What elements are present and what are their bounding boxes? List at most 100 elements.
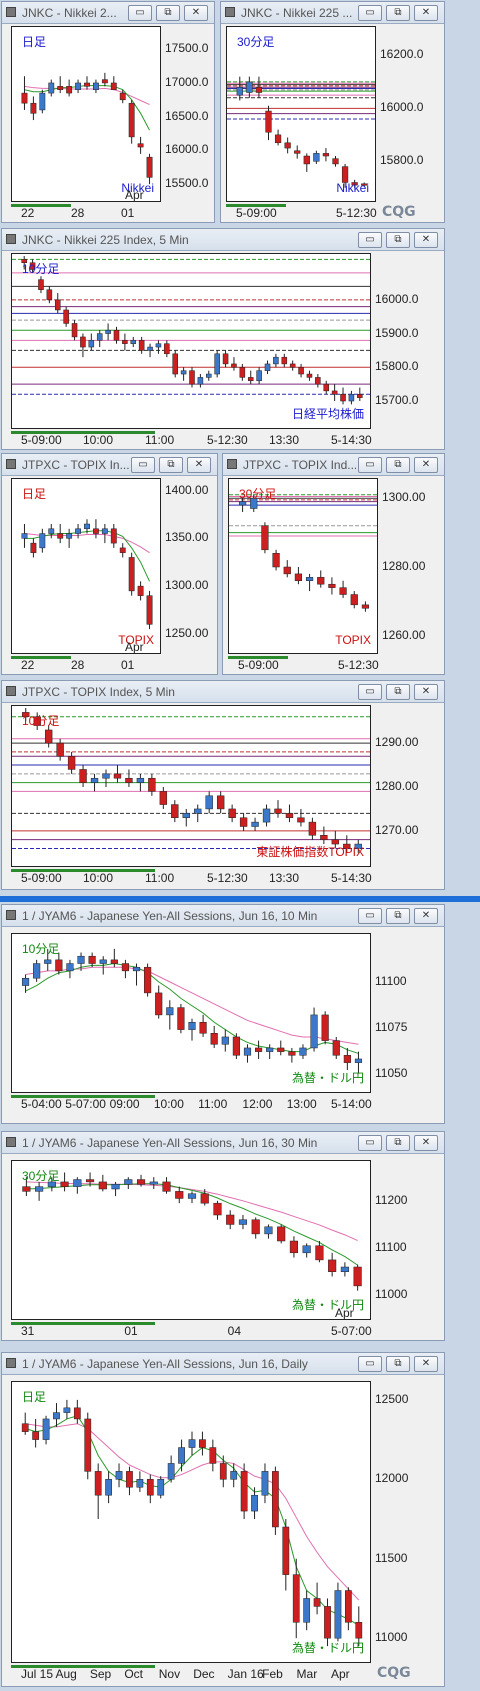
candle-body bbox=[144, 966, 152, 994]
chart-plot-area[interactable]: 10分足 日経平均株価 bbox=[11, 253, 371, 429]
window-title: JNKC - Nikkei 225 Index, 5 Min bbox=[22, 233, 189, 247]
x-axis: 31 01 04 5-07:00 bbox=[11, 1320, 372, 1338]
restore-button[interactable]: ⧉ bbox=[386, 232, 410, 248]
chart-plot-area[interactable]: 日足 Nikkei bbox=[11, 26, 161, 202]
x-tick-label: 5-09:00 bbox=[236, 206, 277, 220]
instrument-label: 日経平均株価 bbox=[291, 407, 364, 421]
chart-plot-area[interactable]: 30分足 Nikkei bbox=[226, 26, 376, 202]
restore-button[interactable]: ⧉ bbox=[159, 457, 183, 473]
chart-window[interactable]: JNKC - Nikkei 2... ▭ ⧉ ✕ 日足 Nikkei 17500.0 1700… bbox=[1, 1, 215, 223]
chart-window[interactable]: JNKC - Nikkei 225 Index, 5 Min ▭ ⧉ ✕ 10分足 日経平… bbox=[1, 228, 445, 450]
window-title: JNKC - Nikkei 225 ... bbox=[241, 6, 353, 20]
candle-body bbox=[101, 528, 108, 534]
restore-button[interactable]: ⧉ bbox=[386, 5, 410, 21]
x-tick-label: 10:00 bbox=[153, 1097, 184, 1111]
chart-window[interactable]: 1 / JYAM6 - Japanese Yen-All Sessions, J… bbox=[1, 1352, 445, 1687]
minimize-button[interactable]: ▭ bbox=[358, 1135, 382, 1151]
close-button[interactable]: ✕ bbox=[184, 5, 208, 21]
minimize-button[interactable]: ▭ bbox=[358, 908, 382, 924]
chart-window[interactable]: 1 / JYAM6 - Japanese Yen-All Sessions, J… bbox=[1, 904, 445, 1124]
chart-window[interactable]: JNKC - Nikkei 225 ... ▭ ⧉ ✕ 30分足 Nikkei 16200.… bbox=[220, 1, 445, 223]
restore-button[interactable]: ⧉ bbox=[156, 5, 180, 21]
y-tick-label: 11500 bbox=[375, 1550, 408, 1565]
restore-button[interactable]: ⧉ bbox=[386, 457, 410, 473]
close-button[interactable]: ✕ bbox=[414, 684, 438, 700]
minimize-button[interactable]: ▭ bbox=[358, 1356, 382, 1372]
x-tick-label: 5-14:30 bbox=[331, 871, 372, 885]
axis-note-label: Apr bbox=[125, 188, 144, 202]
y-tick-label: 11100 bbox=[375, 1240, 407, 1255]
candle-body bbox=[75, 528, 81, 534]
candle-body bbox=[236, 86, 243, 96]
x-tick-label: 5-12:30 bbox=[207, 433, 248, 447]
y-tick-label: 12500 bbox=[375, 1391, 409, 1406]
chart-plot-area[interactable]: 10分足 為替・ドル円 bbox=[11, 933, 371, 1093]
candle-body bbox=[284, 142, 291, 149]
restore-button[interactable]: ⧉ bbox=[386, 908, 410, 924]
candle-body bbox=[328, 583, 336, 588]
instrument-label: 東証株価指数TOPIX bbox=[256, 845, 364, 859]
restore-icon: ⧉ bbox=[394, 1358, 402, 1369]
candle-body bbox=[350, 594, 358, 606]
restore-button[interactable]: ⧉ bbox=[386, 1135, 410, 1151]
minimize-button[interactable]: ▭ bbox=[128, 5, 152, 21]
minimize-button[interactable]: ▭ bbox=[358, 684, 382, 700]
candle-body bbox=[113, 773, 122, 779]
chart-plot-area[interactable]: 日足 為替・ドル円 bbox=[11, 1381, 371, 1663]
candle-body bbox=[340, 1266, 349, 1272]
chart-window[interactable]: JTPXC - TOPIX Ind... ▭ ⧉ ✕ 30分足 TOPIX 1300.00 1… bbox=[222, 453, 445, 675]
close-icon: ✕ bbox=[191, 7, 201, 18]
minimize-button[interactable]: ▭ bbox=[358, 457, 382, 473]
window-titlebar[interactable]: 1 / JYAM6 - Japanese Yen-All Sessions, J… bbox=[2, 1353, 444, 1375]
close-button[interactable]: ✕ bbox=[414, 1135, 438, 1151]
window-titlebar[interactable]: JTPXC - TOPIX In... ▭ ⧉ ✕ bbox=[2, 454, 217, 476]
minimize-button[interactable]: ▭ bbox=[358, 5, 382, 21]
candle-body bbox=[175, 1191, 184, 1199]
window-titlebar[interactable]: 1 / JYAM6 - Japanese Yen-All Sessions, J… bbox=[2, 1132, 444, 1154]
window-titlebar[interactable]: JTPXC - TOPIX Ind... ▭ ⧉ ✕ bbox=[223, 454, 444, 476]
window-titlebar[interactable]: JNKC - Nikkei 225 ... ▭ ⧉ ✕ bbox=[221, 2, 444, 24]
candle-body bbox=[238, 1219, 248, 1225]
x-tick-label: Jan 16 bbox=[227, 1667, 264, 1681]
chart-svg bbox=[227, 76, 375, 188]
window-titlebar[interactable]: JNKC - Nikkei 2... ▭ ⧉ ✕ bbox=[2, 2, 214, 24]
instrument-label: 為替・ドル円 bbox=[291, 1071, 364, 1085]
restore-button[interactable]: ⧉ bbox=[386, 1356, 410, 1372]
candle-body bbox=[214, 353, 220, 375]
candle-body bbox=[255, 86, 263, 93]
y-axis: 1400.00 1350.00 1300.00 1250.00 bbox=[161, 478, 217, 654]
candle-body bbox=[324, 1606, 331, 1639]
close-button[interactable]: ✕ bbox=[414, 457, 438, 473]
candle-body bbox=[38, 279, 44, 290]
x-tick-label: 5-07:00 bbox=[65, 1097, 106, 1111]
chart-plot-area[interactable]: 30分足 為替・ドル円 bbox=[11, 1160, 371, 1320]
minimize-button[interactable]: ▭ bbox=[131, 457, 155, 473]
close-button[interactable]: ✕ bbox=[414, 908, 438, 924]
restore-button[interactable]: ⧉ bbox=[386, 684, 410, 700]
minimize-button[interactable]: ▭ bbox=[358, 232, 382, 248]
minimize-icon: ▭ bbox=[365, 1358, 375, 1369]
window-title: 1 / JYAM6 - Japanese Yen-All Sessions, J… bbox=[22, 1136, 318, 1150]
close-button[interactable]: ✕ bbox=[414, 5, 438, 21]
window-titlebar[interactable]: JNKC - Nikkei 225 Index, 5 Min ▭ ⧉ ✕ bbox=[2, 229, 444, 251]
chart-window[interactable]: JTPXC - TOPIX In... ▭ ⧉ ✕ 日足 TOPIX 1400.00 1350… bbox=[1, 453, 218, 675]
chart-plot-area[interactable]: 日足 TOPIX bbox=[11, 478, 161, 654]
y-axis: 17500.0 17000.0 16500.0 16000.0 15500.0 bbox=[161, 26, 214, 202]
x-axis: 5-04:00 5-07:00 09:00 10:00 11:00 12:00 13:00 5… bbox=[11, 1093, 372, 1111]
candle-body bbox=[146, 156, 153, 178]
close-button[interactable]: ✕ bbox=[414, 1356, 438, 1372]
chart-window[interactable]: 1 / JYAM6 - Japanese Yen-All Sessions, J… bbox=[1, 1131, 445, 1341]
candle-body bbox=[75, 82, 81, 90]
window-titlebar[interactable]: 1 / JYAM6 - Japanese Yen-All Sessions, J… bbox=[2, 905, 444, 927]
candle-body bbox=[66, 86, 73, 94]
candle-body bbox=[167, 1463, 175, 1480]
chart-plot-area[interactable]: 30分足 TOPIX bbox=[228, 478, 378, 654]
chart-svg bbox=[21, 948, 363, 1074]
y-tick-label: 1300.00 bbox=[165, 578, 209, 593]
chart-window[interactable]: JTPXC - TOPIX Index, 5 Min ▭ ⧉ ✕ 10分足 東証株価指数T… bbox=[1, 680, 445, 890]
chart-plot-area[interactable]: 10分足 東証株価指数TOPIX bbox=[11, 705, 371, 867]
instrument-label: 為替・ドル円 bbox=[291, 1298, 364, 1312]
close-button[interactable]: ✕ bbox=[414, 232, 438, 248]
close-button[interactable]: ✕ bbox=[187, 457, 211, 473]
window-titlebar[interactable]: JTPXC - TOPIX Index, 5 Min ▭ ⧉ ✕ bbox=[2, 681, 444, 703]
